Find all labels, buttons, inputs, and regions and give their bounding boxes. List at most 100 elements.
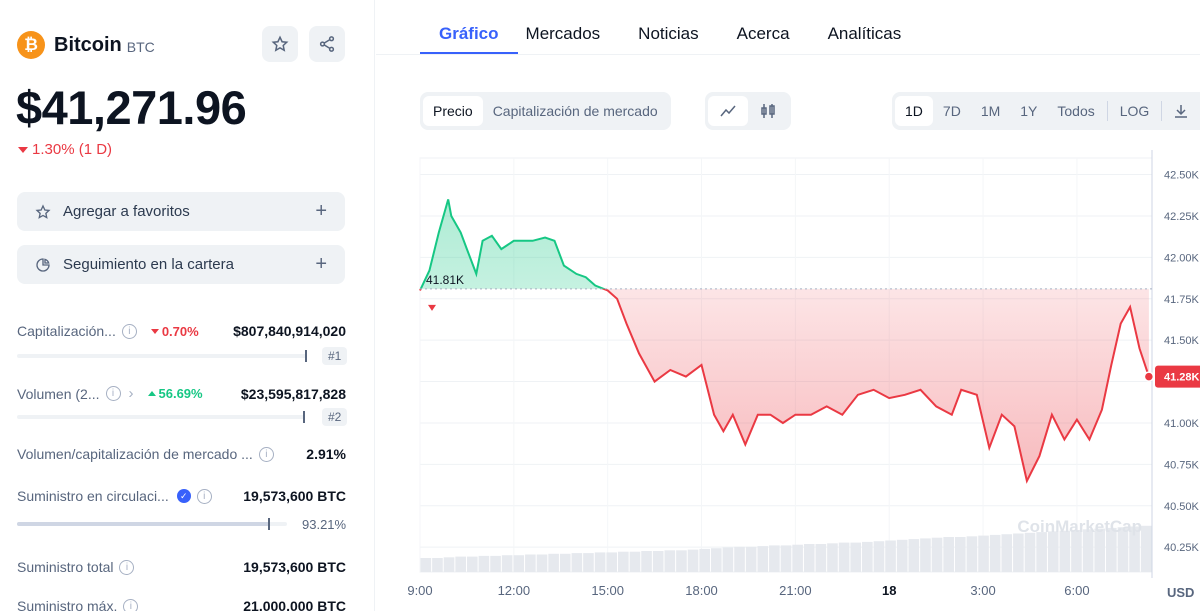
volume-bar — [745, 546, 757, 572]
range-1d[interactable]: 1D — [895, 96, 933, 126]
y-tick-label: 40.25K — [1164, 542, 1200, 554]
volume-bar — [629, 551, 641, 572]
volume-bar — [908, 539, 920, 572]
chevron-right-icon[interactable]: › — [128, 385, 134, 402]
volume-rank: #2 — [322, 408, 348, 426]
info-icon[interactable]: i — [258, 446, 274, 462]
max-supply-value: 21,000,000 BTC — [243, 598, 346, 611]
total-supply-label: Suministro total — [17, 559, 114, 575]
market-cap-value: $807,840,914,020 — [233, 323, 346, 339]
volume-bar — [1047, 531, 1059, 572]
volume-bar — [1140, 525, 1152, 572]
price-area-above — [420, 199, 1149, 289]
info-icon[interactable]: i — [119, 559, 135, 575]
tab-about[interactable]: Acerca — [736, 24, 790, 43]
tab-analytics[interactable]: Analíticas — [827, 24, 902, 43]
volume-bar — [931, 537, 943, 572]
log-scale-toggle[interactable]: LOG — [1119, 103, 1150, 119]
info-icon[interactable]: i — [121, 323, 137, 339]
current-price-label: 41.28K — [1164, 372, 1200, 384]
x-tick-label: 18 — [882, 583, 896, 598]
line-chart-icon — [720, 105, 736, 117]
tab-chart[interactable]: Gráfico — [420, 0, 518, 54]
max-supply-label: Suministro máx. — [17, 598, 118, 611]
share-icon — [319, 36, 335, 52]
stat-volume: Volumen (2... i › 56.69% $23,595,817,828 — [17, 385, 346, 402]
y-tick-label: 42.00K — [1164, 252, 1200, 264]
price-line-above — [419, 199, 607, 289]
chart-metric-toggle: Precio Capitalización de mercado — [420, 92, 671, 130]
y-tick-label: 40.50K — [1164, 501, 1200, 513]
x-tick-label: 9:00 — [407, 583, 432, 598]
volume-bar — [734, 546, 745, 572]
y-tick-label: 41.00K — [1164, 418, 1200, 430]
add-to-favorites-button[interactable]: Agregar a favoritos + — [17, 192, 345, 231]
volume-bar — [838, 542, 850, 572]
circulating-supply-marker — [267, 518, 270, 530]
down-arrow-icon — [18, 146, 28, 153]
volume-bar — [873, 541, 885, 572]
stat-circulating-supply: Suministro en circulaci... ✓ i 19,573,60… — [17, 488, 346, 504]
tab-markets[interactable]: Mercados — [525, 24, 601, 43]
info-icon[interactable]: i — [105, 386, 121, 401]
tab-news[interactable]: Noticias — [638, 24, 699, 43]
y-tick-label: 42.25K — [1164, 211, 1200, 223]
time-range-toggle: 1D 7D 1M 1Y Todos LOG — [892, 92, 1200, 130]
volume-bar — [432, 558, 443, 572]
range-7d[interactable]: 7D — [942, 103, 961, 119]
volume-bar — [594, 552, 606, 572]
volume-bar — [722, 547, 734, 572]
add-to-favorites-label: Agregar a favoritos — [63, 203, 190, 220]
volume-bar — [641, 551, 652, 572]
candlestick-icon — [761, 104, 775, 118]
range-all[interactable]: Todos — [1057, 103, 1095, 119]
stat-max-supply: Suministro máx. i 21,000,000 BTC — [17, 598, 346, 611]
volume-bar — [803, 544, 815, 572]
range-1m[interactable]: 1M — [980, 103, 1001, 119]
share-button[interactable] — [309, 26, 345, 62]
volume-bar — [466, 556, 478, 572]
market-cap-toggle[interactable]: Capitalización de mercado — [492, 103, 658, 119]
volume-bar — [920, 538, 931, 572]
x-tick-label: 15:00 — [591, 583, 624, 598]
volume-bar — [815, 544, 827, 572]
download-button[interactable] — [1164, 96, 1198, 126]
candlestick-chart-toggle[interactable] — [748, 96, 788, 126]
volume-bar — [676, 550, 687, 572]
range-1y[interactable]: 1Y — [1020, 103, 1038, 119]
price-chart[interactable]: 42.50K42.25K42.00K41.75K41.50K41.25K41.0… — [376, 150, 1200, 611]
volume-bar — [769, 545, 780, 572]
coin-tabs: Gráfico Mercados Noticias Acerca Analíti… — [420, 0, 939, 54]
currency-label: USD — [1167, 585, 1194, 600]
volume-bar — [954, 537, 966, 572]
volume-bar — [478, 555, 490, 572]
price-change-value: 1.30% (1 D) — [32, 141, 113, 158]
volume-bar — [943, 537, 954, 572]
x-tick-label: 21:00 — [779, 583, 812, 598]
volume-bar — [687, 549, 699, 572]
down-arrow-icon — [150, 328, 159, 334]
volume-bar — [1082, 529, 1094, 572]
price-line-below — [419, 288, 1150, 484]
watchlist-star-button[interactable] — [262, 26, 298, 62]
volume-bar — [978, 535, 989, 572]
info-icon[interactable]: i — [123, 598, 139, 611]
market-cap-label: Capitalización... — [17, 323, 116, 339]
volume-bar — [571, 553, 583, 572]
price-change-badge: 1.30% (1 D) — [18, 141, 112, 158]
bitcoin-logo-icon: ₿ — [17, 31, 45, 59]
volume-bar — [420, 558, 432, 572]
volume-bar — [652, 551, 664, 572]
track-in-portfolio-button[interactable]: Seguimiento en la cartera + — [17, 245, 345, 284]
market-cap-change: 0.70% — [150, 324, 199, 339]
market-cap-rank: #1 — [322, 347, 348, 365]
price-toggle[interactable]: Precio — [423, 96, 483, 126]
volume-bar — [583, 553, 594, 572]
coin-name: Bitcoin — [54, 33, 122, 56]
line-chart-toggle[interactable] — [708, 96, 748, 126]
info-icon[interactable]: i — [196, 488, 212, 504]
volume-bar — [1036, 532, 1047, 572]
volume-bar — [862, 541, 873, 572]
volume-bar — [850, 542, 862, 572]
pie-chart-icon — [36, 257, 50, 272]
